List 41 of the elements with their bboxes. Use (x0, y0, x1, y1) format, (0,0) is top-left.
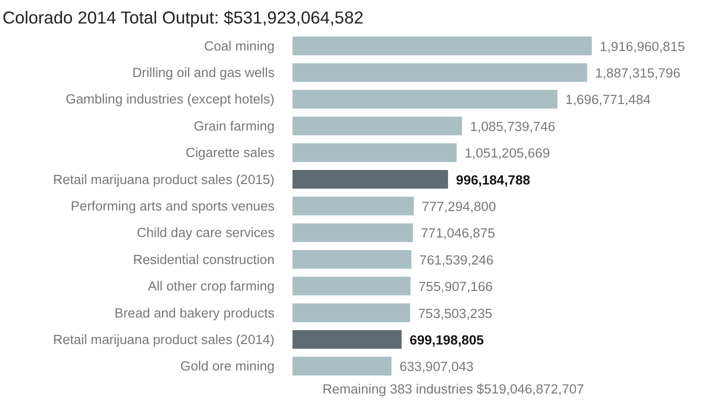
y-tick-label: Child day care services (136, 225, 275, 240)
bar (292, 303, 410, 322)
y-tick-label: Coal mining (204, 38, 275, 54)
bar (292, 196, 414, 216)
y-tick-label: Gold ore mining (180, 358, 275, 374)
text: Remaining 383 industries $519,046,872,707 (322, 382, 584, 396)
data-label: 1,916,960,815 (600, 38, 686, 54)
bar (292, 63, 588, 82)
data-label: 1,696,771,484 (565, 92, 652, 108)
y-tick-label: Retail marijuana product sales (2014) (52, 332, 275, 347)
y-tick-label: Gambling industries (except hotels) (66, 92, 275, 107)
bar (292, 116, 462, 136)
bar (292, 36, 592, 56)
y-tick-label: Performing arts and sports venues (70, 198, 275, 214)
bar (292, 276, 411, 296)
data-label: 1,887,315,796 (595, 66, 680, 81)
bar (292, 170, 448, 189)
y-tick-label: Residential construction (133, 252, 275, 267)
bar (292, 223, 413, 242)
data-label: 699,198,805 (410, 332, 484, 348)
data-label: 777,294,800 (422, 199, 496, 214)
data-label: 753,503,235 (418, 306, 492, 321)
bar (292, 250, 412, 269)
bar (292, 330, 402, 349)
bar (292, 143, 457, 162)
y-tick-label: Cigarette sales (186, 145, 275, 160)
y-tick-label: Grain farming (194, 118, 275, 134)
data-label: 1,085,739,746 (470, 118, 556, 134)
y-tick-label: Bread and bakery products (114, 305, 275, 320)
bar (292, 90, 558, 109)
y-tick-label: Retail marijuana product sales (2015) (52, 172, 275, 187)
data-label: 761,539,246 (419, 252, 494, 268)
data-label: 755,907,166 (418, 279, 493, 294)
chart-title: Colorado 2014 Total Output: $531,923,064,582 (2, 8, 364, 28)
data-label: 771,046,875 (420, 226, 496, 241)
bar (292, 356, 392, 376)
y-tick-label: Drilling oil and gas wells (132, 65, 275, 80)
data-label: 1,051,205,669 (464, 146, 550, 161)
data-label: 996,184,788 (456, 172, 530, 188)
y-tick-label: All other crop farming (148, 278, 275, 294)
data-label: 633,907,043 (399, 359, 474, 374)
